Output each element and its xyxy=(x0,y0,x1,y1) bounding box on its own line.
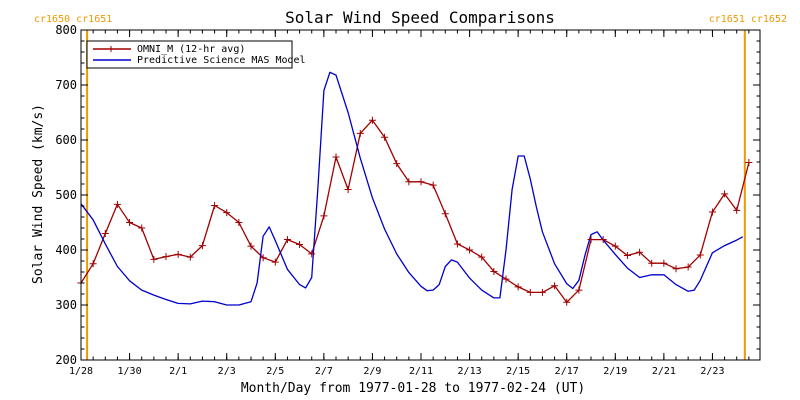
data-point-omni xyxy=(526,288,534,296)
data-point-omni xyxy=(733,206,741,214)
x-tick-label: 2/5 xyxy=(266,366,284,377)
y-tick-label: 300 xyxy=(55,298,77,312)
data-point-omni xyxy=(381,133,389,141)
x-tick-label: 1/28 xyxy=(69,366,93,377)
data-point-omni xyxy=(684,263,692,271)
data-point-omni xyxy=(126,219,134,226)
data-point-omni xyxy=(721,190,729,198)
data-point-omni xyxy=(89,260,97,268)
data-point-omni xyxy=(162,253,170,261)
y-axis-label: Solar Wind Speed (km/s) xyxy=(31,104,46,284)
series-line-mas xyxy=(80,71,744,306)
y-tick-label: 200 xyxy=(55,353,77,367)
x-tick-label: 2/11 xyxy=(409,366,433,377)
data-point-omni xyxy=(648,259,656,267)
legend-box xyxy=(86,40,293,69)
data-point-omni xyxy=(259,254,267,262)
data-point-omni xyxy=(538,288,546,296)
data-point-omni xyxy=(599,236,607,244)
data-point-omni xyxy=(247,242,255,250)
legend-marker-omni xyxy=(108,46,114,52)
data-point-omni xyxy=(441,210,449,218)
data-point-omni xyxy=(514,283,522,291)
data-point-omni xyxy=(235,219,243,226)
x-tick-label: 2/9 xyxy=(363,366,381,377)
data-point-omni xyxy=(708,208,716,216)
y-tick-label: 800 xyxy=(55,23,77,37)
y-tick-label: 700 xyxy=(55,78,77,92)
data-point-omni xyxy=(198,242,206,250)
x-tick-label: 2/3 xyxy=(218,366,236,377)
data-point-omni xyxy=(429,181,437,189)
x-tick-label: 1/30 xyxy=(118,366,142,377)
data-point-omni xyxy=(696,251,704,259)
chart-title: Solar Wind Speed Comparisons xyxy=(285,8,555,27)
y-tick-label: 600 xyxy=(55,133,77,147)
data-point-omni xyxy=(320,212,328,220)
data-point-omni xyxy=(393,160,401,168)
data-point-omni xyxy=(368,116,376,124)
plot-frame xyxy=(80,29,761,361)
data-point-omni xyxy=(332,153,340,161)
data-point-omni xyxy=(150,255,158,263)
data-point-omni xyxy=(551,282,559,290)
carrington-boundary-lines xyxy=(86,30,746,360)
x-tick-label: 2/19 xyxy=(603,366,627,377)
data-point-omni xyxy=(575,286,583,294)
axes: 200 300 400 500 600 700 800 1/28 1/30 2/1 2/3 2/5 2/… xyxy=(55,23,761,377)
x-axis-label: Month/Day from 1977-01-28 to 1977-02-24 … xyxy=(241,381,585,396)
legend-label-omni: OMNI_M (12-hr avg) xyxy=(137,44,245,55)
y-tick-label: 400 xyxy=(55,243,77,257)
data-point-omni xyxy=(587,236,595,244)
data-point-omni xyxy=(611,242,619,250)
carrington-label-left: cr1650 cr1651 xyxy=(34,14,112,25)
data-point-omni xyxy=(478,253,486,261)
data-point-omni xyxy=(283,236,291,244)
series-markers xyxy=(77,116,753,306)
data-point-omni xyxy=(308,250,316,258)
x-tick-label: 2/21 xyxy=(652,366,676,377)
data-point-omni xyxy=(356,129,364,137)
data-point-omni xyxy=(672,265,680,273)
x-tick-label: 2/7 xyxy=(315,366,333,377)
data-point-omni xyxy=(101,230,109,237)
data-point-omni xyxy=(296,241,304,248)
data-point-omni xyxy=(174,250,182,258)
x-tick-label: 2/17 xyxy=(555,366,579,377)
data-point-omni xyxy=(417,178,425,186)
x-tick-label: 2/15 xyxy=(506,366,530,377)
x-tick-label: 2/1 xyxy=(169,366,187,377)
data-point-omni xyxy=(344,186,352,193)
legend: OMNI_M (12-hr avg) Predictive Science MA… xyxy=(86,40,306,69)
data-point-omni xyxy=(211,201,219,209)
data-point-omni xyxy=(223,209,231,217)
data-point-omni xyxy=(563,298,571,306)
data-point-omni xyxy=(405,178,413,186)
data-point-omni xyxy=(138,224,146,232)
legend-label-mas: Predictive Science MAS Model xyxy=(137,55,306,66)
data-point-omni xyxy=(453,240,461,248)
carrington-label-right: cr1651 cr1652 xyxy=(709,14,787,25)
data-point-omni xyxy=(490,267,498,275)
data-point-omni xyxy=(271,258,279,266)
series-lines xyxy=(80,71,750,306)
y-tick-label: 500 xyxy=(55,188,77,202)
data-point-omni xyxy=(502,275,510,283)
x-tick-label: 2/13 xyxy=(458,366,482,377)
data-point-omni xyxy=(636,248,644,256)
x-tick-label: 2/23 xyxy=(700,366,724,377)
data-point-omni xyxy=(660,259,668,267)
data-point-omni xyxy=(623,252,631,259)
data-point-omni xyxy=(745,159,753,167)
data-point-omni xyxy=(186,253,194,261)
series-line-omni xyxy=(80,119,750,303)
data-point-omni xyxy=(113,200,121,208)
data-point-omni xyxy=(466,246,474,254)
